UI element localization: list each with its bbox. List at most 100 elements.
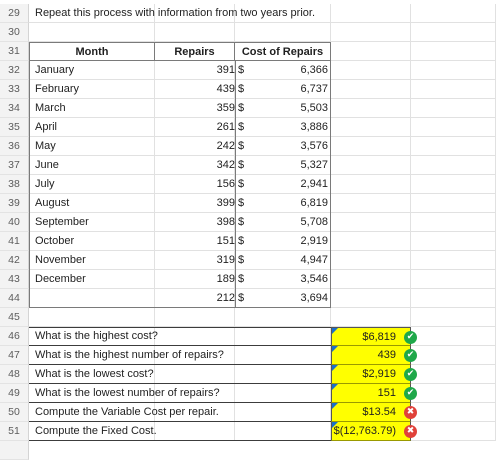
cell[interactable] [411,308,496,327]
cost-cell[interactable]: 3,576 [300,140,328,152]
row-header[interactable]: 47 [0,346,29,365]
cell[interactable] [331,61,411,80]
cell[interactable] [411,4,496,23]
cell[interactable] [155,137,235,156]
month-cell[interactable]: October [35,235,75,247]
month-cell[interactable]: December [35,273,86,285]
row-header[interactable]: 32 [0,61,29,80]
row-header[interactable]: 29 [0,4,29,23]
cell[interactable] [411,118,496,137]
cell[interactable] [155,80,235,99]
cell[interactable] [155,194,235,213]
row-header[interactable]: 37 [0,156,29,175]
cost-cell[interactable]: 6,366 [300,64,328,76]
cell[interactable] [235,4,331,23]
cell[interactable] [331,289,411,308]
repairs-cell[interactable]: 391 [216,64,235,76]
row-header[interactable]: 36 [0,137,29,156]
row-header[interactable]: 38 [0,175,29,194]
comment-flag-icon[interactable] [332,422,338,428]
cell[interactable] [29,61,155,80]
cost-cell[interactable]: 5,503 [300,102,328,114]
cost-cell[interactable]: 3,886 [300,121,328,133]
cell[interactable] [29,156,155,175]
answer-cell[interactable]: $(12,763.79) ✖ [331,422,417,441]
cost-cell[interactable]: 2,941 [300,178,328,190]
row-header[interactable]: 49 [0,384,29,403]
cell[interactable] [331,194,411,213]
cell[interactable] [29,213,155,232]
repairs-cell[interactable]: 189 [216,273,235,285]
cell[interactable] [411,327,496,346]
cell[interactable] [411,156,496,175]
cost-cell[interactable]: 6,737 [300,83,328,95]
month-cell[interactable]: May [35,140,56,152]
cell[interactable] [411,251,496,270]
cell[interactable] [411,422,496,441]
cell[interactable] [235,308,331,327]
repairs-cell[interactable]: 261 [216,121,235,133]
answer-cell[interactable]: $13.54 ✖ [331,403,417,422]
answer-cell[interactable]: $6,819 ✔ [331,327,417,346]
cell[interactable] [411,346,496,365]
cell[interactable] [411,80,496,99]
cost-cell[interactable]: 5,708 [300,216,328,228]
cell[interactable] [29,175,155,194]
row-header[interactable]: 46 [0,327,29,346]
cell[interactable] [411,384,496,403]
answer-cell[interactable]: $2,919 ✔ [331,365,417,384]
cell[interactable] [411,365,496,384]
row-header[interactable]: 30 [0,23,29,42]
month-cell[interactable]: November [35,254,86,266]
cell[interactable] [331,308,411,327]
cell[interactable] [29,99,155,118]
cell[interactable] [411,99,496,118]
cell[interactable] [411,175,496,194]
cell[interactable] [331,137,411,156]
cell[interactable] [411,232,496,251]
cost-cell[interactable]: 4,947 [300,254,328,266]
cell[interactable] [29,251,155,270]
month-cell[interactable]: January [35,64,75,76]
comment-flag-icon[interactable] [332,403,338,409]
repairs-cell[interactable]: 399 [216,197,235,209]
cost-cell[interactable]: 3,546 [300,273,328,285]
repairs-cell[interactable]: 212 [216,292,235,304]
row-header[interactable]: 35 [0,118,29,137]
month-cell[interactable]: February [35,83,80,95]
cell[interactable] [155,23,235,42]
cell[interactable] [411,137,496,156]
row-header[interactable]: 45 [0,308,29,327]
cell[interactable] [29,308,155,327]
cell[interactable] [155,4,235,23]
row-header[interactable]: 34 [0,99,29,118]
row-header[interactable]: 39 [0,194,29,213]
row-header[interactable]: 48 [0,365,29,384]
cell[interactable] [155,61,235,80]
cost-cell[interactable]: 3,694 [300,292,328,304]
cell[interactable] [331,251,411,270]
cell[interactable] [331,175,411,194]
month-header[interactable]: Month [29,42,155,61]
cell[interactable] [29,4,155,23]
repairs-cell[interactable]: 242 [216,140,235,152]
cost-cell[interactable]: 6,819 [300,197,328,209]
repairs-cell[interactable]: 151 [216,235,235,247]
row-header[interactable]: 42 [0,251,29,270]
row-header[interactable]: 31 [0,42,29,61]
cell[interactable] [331,99,411,118]
repairs-cell[interactable]: 359 [216,102,235,114]
row-header[interactable]: 33 [0,80,29,99]
repairs-cell[interactable]: 319 [216,254,235,266]
cell[interactable] [155,118,235,137]
repairs-cell[interactable]: 156 [216,178,235,190]
cell[interactable] [331,156,411,175]
row-header[interactable]: 41 [0,232,29,251]
row-header[interactable]: 44 [0,289,29,308]
cell[interactable] [155,232,235,251]
cost-cell[interactable]: 5,327 [300,159,328,171]
cell[interactable] [155,251,235,270]
comment-flag-icon[interactable] [332,384,338,390]
cell[interactable] [235,23,331,42]
cell[interactable] [29,23,155,42]
